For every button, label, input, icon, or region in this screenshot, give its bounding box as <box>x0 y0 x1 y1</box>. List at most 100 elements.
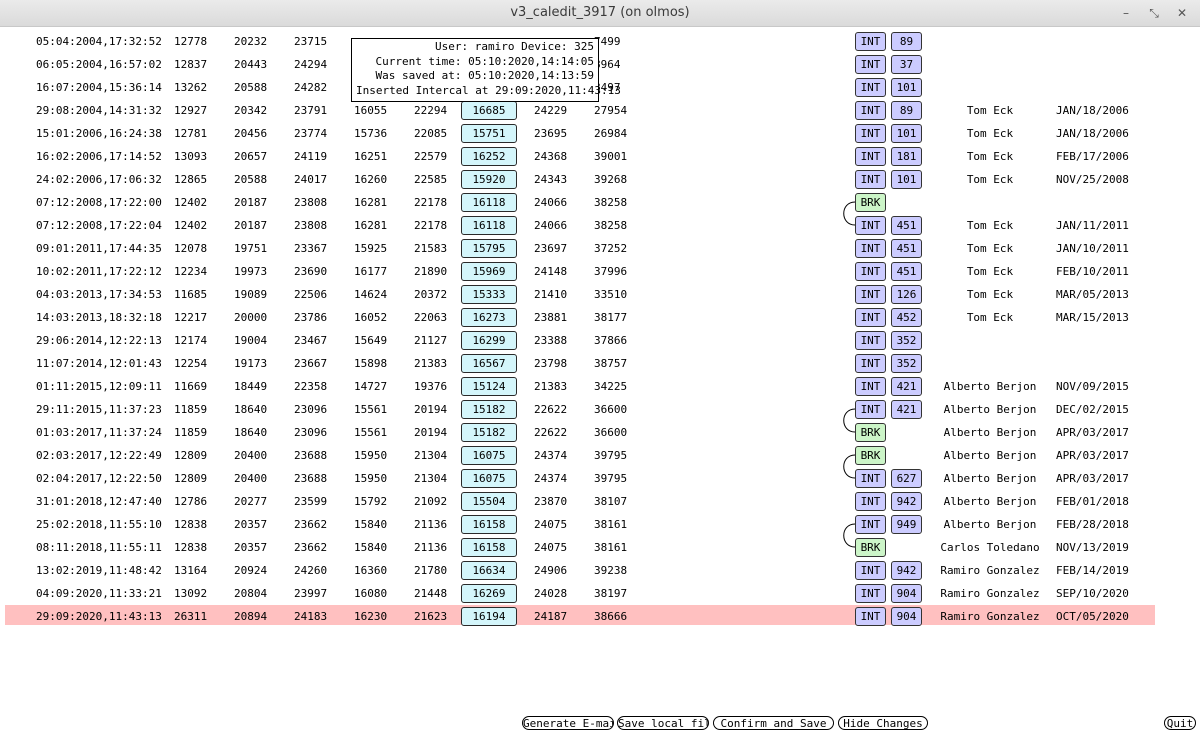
code-button[interactable]: 181 <box>891 147 922 166</box>
brk-tag-button[interactable]: BRK <box>855 193 886 212</box>
int-tag-button[interactable]: INT <box>855 469 886 488</box>
title-bar[interactable]: v3_caledit_3917 (on olmos) – ⤡ ✕ <box>0 0 1200 27</box>
editable-value-box[interactable]: 15124 <box>461 377 517 396</box>
int-tag-button[interactable]: INT <box>855 101 886 120</box>
table-row[interactable]: 29:08:2004,14:31:32 12927 20342 23791 16055 2… <box>0 99 1200 122</box>
code-button[interactable]: 627 <box>891 469 922 488</box>
code-button[interactable]: 451 <box>891 216 922 235</box>
table-row[interactable]: 02:03:2017,12:22:49 12809 20400 23688 15950 2… <box>0 444 1200 467</box>
editable-value-box[interactable]: 16634 <box>461 561 517 580</box>
table-row[interactable]: 11:07:2014,12:01:43 12254 19173 23667 15898 2… <box>0 352 1200 375</box>
editable-value-box[interactable]: 15504 <box>461 492 517 511</box>
table-row[interactable]: 01:11:2015,12:09:11 11669 18449 22358 14727 1… <box>0 375 1200 398</box>
table-row[interactable]: 29:11:2015,11:37:23 11859 18640 23096 15561 2… <box>0 398 1200 421</box>
code-button[interactable]: 904 <box>891 584 922 603</box>
code-button[interactable]: 352 <box>891 331 922 350</box>
int-tag-button[interactable]: INT <box>855 561 886 580</box>
close-icon[interactable]: ✕ <box>1176 6 1188 20</box>
code-button[interactable]: 126 <box>891 285 922 304</box>
code-button[interactable]: 421 <box>891 400 922 419</box>
table-row[interactable]: 05:04:2004,17:32:52 12778 20232 23715 7499 IN… <box>0 30 1200 53</box>
save-local-file-button[interactable]: Save local file <box>617 716 709 730</box>
code-button[interactable]: 101 <box>891 78 922 97</box>
table-row[interactable]: 31:01:2018,12:47:40 12786 20277 23599 15792 2… <box>0 490 1200 513</box>
int-tag-button[interactable]: INT <box>855 515 886 534</box>
int-tag-button[interactable]: INT <box>855 308 886 327</box>
int-tag-button[interactable]: INT <box>855 607 886 626</box>
int-tag-button[interactable]: INT <box>855 32 886 51</box>
editable-value-box[interactable]: 16158 <box>461 538 517 557</box>
editable-value-box[interactable]: 15751 <box>461 124 517 143</box>
code-button[interactable]: 89 <box>891 32 922 51</box>
hide-changes-button[interactable]: Hide Changes <box>838 716 928 730</box>
editable-value-box[interactable]: 16299 <box>461 331 517 350</box>
editable-value-box[interactable]: 16194 <box>461 607 517 626</box>
table-row[interactable]: 25:02:2018,11:55:10 12838 20357 23662 15840 2… <box>0 513 1200 536</box>
minimize-icon[interactable]: – <box>1123 6 1129 20</box>
editable-value-box[interactable]: 16118 <box>461 216 517 235</box>
table-row[interactable]: 01:03:2017,11:37:24 11859 18640 23096 15561 2… <box>0 421 1200 444</box>
int-tag-button[interactable]: INT <box>855 584 886 603</box>
editable-value-box[interactable]: 16075 <box>461 446 517 465</box>
int-tag-button[interactable]: INT <box>855 147 886 166</box>
int-tag-button[interactable]: INT <box>855 354 886 373</box>
table-row-selected[interactable]: 29:09:2020,11:43:13 26311 20894 24183 16230 2… <box>0 605 1200 628</box>
int-tag-button[interactable]: INT <box>855 262 886 281</box>
confirm-and-save-button[interactable]: Confirm and Save <box>713 716 834 730</box>
table-row[interactable]: 29:06:2014,12:22:13 12174 19004 23467 15649 2… <box>0 329 1200 352</box>
int-tag-button[interactable]: INT <box>855 78 886 97</box>
restore-icon[interactable]: ⤡ <box>1149 6 1159 20</box>
int-tag-button[interactable]: INT <box>855 400 886 419</box>
code-button[interactable]: 949 <box>891 515 922 534</box>
brk-tag-button[interactable]: BRK <box>855 423 886 442</box>
table-row[interactable]: 09:01:2011,17:44:35 12078 19751 23367 15925 2… <box>0 237 1200 260</box>
table-row[interactable]: 07:12:2008,17:22:00 12402 20187 23808 16281 2… <box>0 191 1200 214</box>
table-row[interactable]: 16:07:2004,15:36:14 13262 20588 24282 8497 IN… <box>0 76 1200 99</box>
table-row[interactable]: 16:02:2006,17:14:52 13093 20657 24119 16251 2… <box>0 145 1200 168</box>
generate-email-button[interactable]: Generate E-mail <box>522 716 614 730</box>
editable-value-box[interactable]: 15182 <box>461 400 517 419</box>
editable-value-box[interactable]: 15920 <box>461 170 517 189</box>
table-row[interactable]: 08:11:2018,11:55:11 12838 20357 23662 15840 2… <box>0 536 1200 559</box>
editable-value-box[interactable]: 16269 <box>461 584 517 603</box>
editable-value-box[interactable]: 16567 <box>461 354 517 373</box>
table-row[interactable]: 10:02:2011,17:22:12 12234 19973 23690 16177 2… <box>0 260 1200 283</box>
table-row[interactable]: 02:04:2017,12:22:50 12809 20400 23688 15950 2… <box>0 467 1200 490</box>
code-button[interactable]: 352 <box>891 354 922 373</box>
code-button[interactable]: 942 <box>891 561 922 580</box>
editable-value-box[interactable]: 15182 <box>461 423 517 442</box>
int-tag-button[interactable]: INT <box>855 124 886 143</box>
editable-value-box[interactable]: 16075 <box>461 469 517 488</box>
editable-value-box[interactable]: 15969 <box>461 262 517 281</box>
table-row[interactable]: 04:09:2020,11:33:21 13092 20804 23997 16080 2… <box>0 582 1200 605</box>
editable-value-box[interactable]: 16158 <box>461 515 517 534</box>
table-row[interactable]: 06:05:2004,16:57:02 12837 20443 24294 8964 IN… <box>0 53 1200 76</box>
int-tag-button[interactable]: INT <box>855 285 886 304</box>
code-button[interactable]: 942 <box>891 492 922 511</box>
table-row[interactable]: 13:02:2019,11:48:42 13164 20924 24260 16360 2… <box>0 559 1200 582</box>
editable-value-box[interactable]: 15333 <box>461 285 517 304</box>
int-tag-button[interactable]: INT <box>855 331 886 350</box>
code-button[interactable]: 904 <box>891 607 922 626</box>
int-tag-button[interactable]: INT <box>855 239 886 258</box>
table-row[interactable]: 14:03:2013,18:32:18 12217 20000 23786 16052 2… <box>0 306 1200 329</box>
int-tag-button[interactable]: INT <box>855 377 886 396</box>
editable-value-box[interactable]: 15795 <box>461 239 517 258</box>
code-button[interactable]: 37 <box>891 55 922 74</box>
table-row[interactable]: 15:01:2006,16:24:38 12781 20456 23774 15736 2… <box>0 122 1200 145</box>
code-button[interactable]: 452 <box>891 308 922 327</box>
code-button[interactable]: 101 <box>891 170 922 189</box>
int-tag-button[interactable]: INT <box>855 55 886 74</box>
table-row[interactable]: 04:03:2013,17:34:53 11685 19089 22506 14624 2… <box>0 283 1200 306</box>
code-button[interactable]: 101 <box>891 124 922 143</box>
code-button[interactable]: 421 <box>891 377 922 396</box>
quit-button[interactable]: Quit <box>1164 716 1196 730</box>
int-tag-button[interactable]: INT <box>855 216 886 235</box>
table-row[interactable]: 24:02:2006,17:06:32 12865 20588 24017 16260 2… <box>0 168 1200 191</box>
editable-value-box[interactable]: 16685 <box>461 101 517 120</box>
brk-tag-button[interactable]: BRK <box>855 446 886 465</box>
code-button[interactable]: 89 <box>891 101 922 120</box>
brk-tag-button[interactable]: BRK <box>855 538 886 557</box>
editable-value-box[interactable]: 16118 <box>461 193 517 212</box>
int-tag-button[interactable]: INT <box>855 492 886 511</box>
